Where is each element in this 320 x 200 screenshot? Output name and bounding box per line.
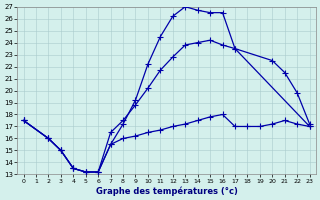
X-axis label: Graphe des températures (°c): Graphe des températures (°c) [96,186,237,196]
